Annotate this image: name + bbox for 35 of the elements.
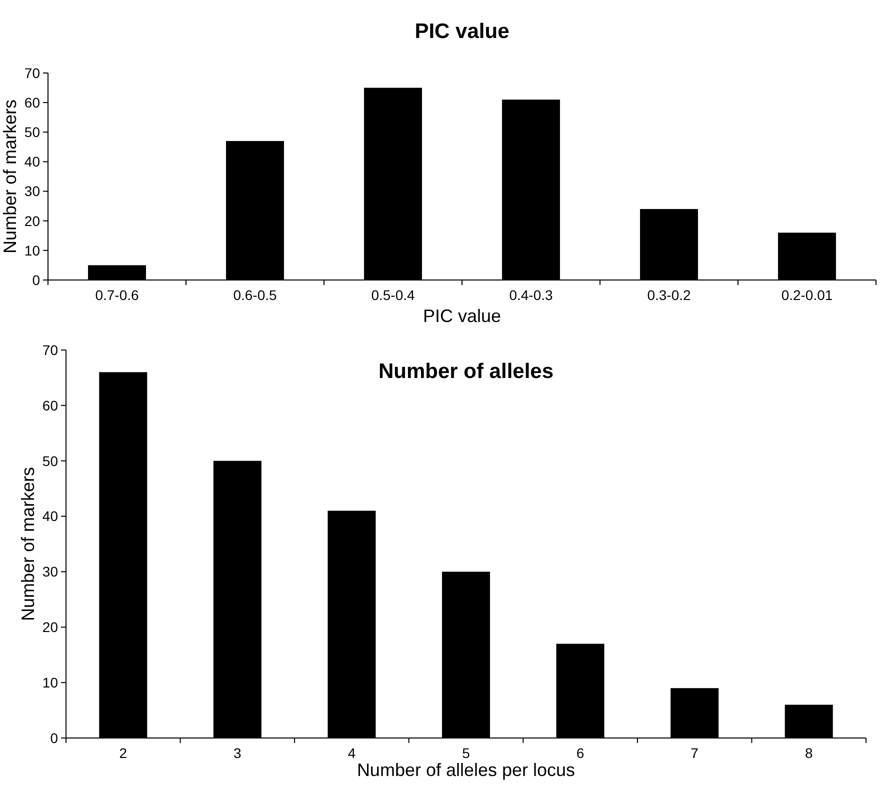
y-tick-label: 30 bbox=[24, 183, 40, 200]
x-tick-label: 0.6-0.5 bbox=[233, 287, 278, 303]
x-tick-label: 0.7-0.6 bbox=[95, 287, 140, 303]
x-tick-label: 0.2-0.01 bbox=[781, 287, 833, 303]
x-tick-label: 0.3-0.2 bbox=[647, 287, 692, 303]
x-tick-label: 7 bbox=[690, 745, 699, 761]
x-axis-title: PIC value bbox=[422, 306, 502, 326]
y-tick-label: 60 bbox=[42, 397, 58, 414]
y-tick-label: 10 bbox=[42, 674, 58, 690]
y-tick-label: 60 bbox=[24, 94, 40, 110]
y-tick-label: 20 bbox=[24, 212, 40, 229]
y-tick-label: 70 bbox=[24, 64, 40, 81]
x-tick-label: 0.5-0.4 bbox=[371, 287, 416, 303]
y-tick-label: 0 bbox=[50, 730, 58, 746]
x-tick-label: 5 bbox=[462, 745, 470, 761]
y-tick-label: 10 bbox=[24, 242, 40, 258]
x-tick-label: 2 bbox=[119, 745, 128, 761]
y-tick-label: 70 bbox=[42, 342, 58, 358]
y-tick-label: 20 bbox=[42, 619, 58, 636]
y-tick-label: 0 bbox=[32, 272, 40, 288]
y-axis-title: Number of markers bbox=[0, 99, 20, 254]
text: Number of alleles bbox=[378, 360, 554, 383]
x-tick-label: 6 bbox=[576, 745, 584, 761]
x-tick-label: 0.4-0.3 bbox=[509, 287, 554, 303]
y-tick-label: 40 bbox=[42, 508, 58, 524]
x-tick-label: 4 bbox=[348, 745, 356, 761]
y-axis-title: Number of markers bbox=[18, 466, 38, 622]
y-tick-label: 30 bbox=[42, 564, 58, 580]
x-tick-label: 3 bbox=[234, 745, 242, 761]
y-tick-label: 40 bbox=[24, 154, 40, 170]
y-tick-label: 50 bbox=[24, 124, 40, 140]
x-tick-label: 8 bbox=[804, 745, 813, 761]
x-axis-title: Number of alleles per locus bbox=[356, 760, 576, 780]
chart-title: PIC value bbox=[414, 20, 510, 43]
y-tick-label: 50 bbox=[42, 452, 58, 469]
